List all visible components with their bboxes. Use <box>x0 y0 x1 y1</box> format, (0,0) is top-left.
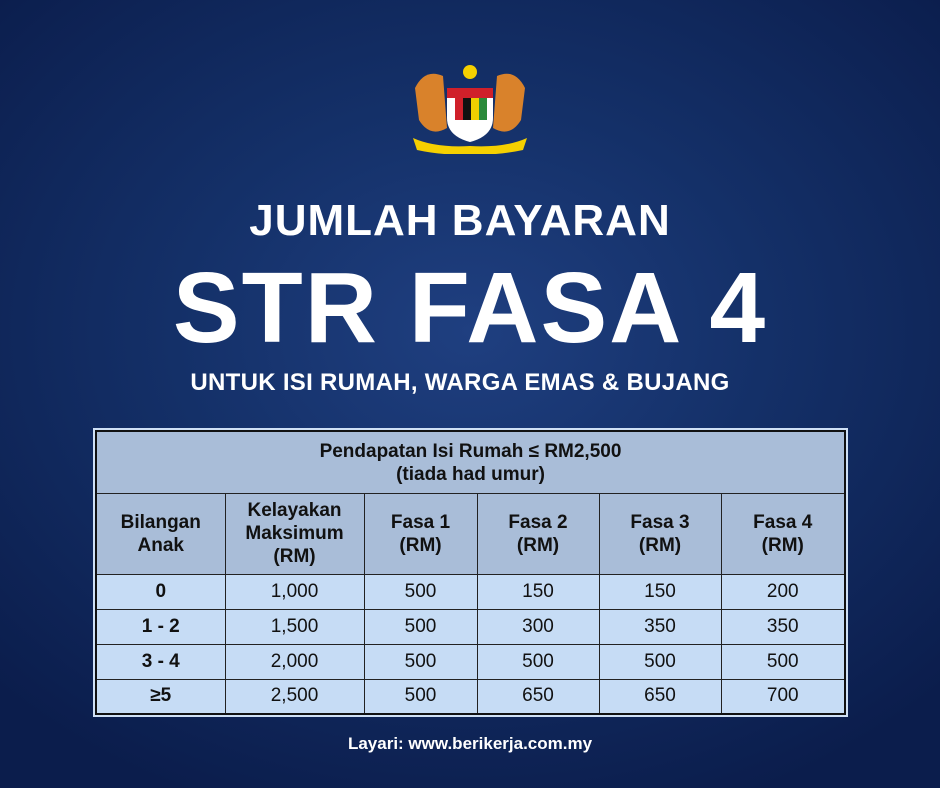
table-row: ≥5 2,500 500 650 650 700 <box>95 678 846 715</box>
table-cell: 300 <box>476 608 600 645</box>
header-text: (RM) <box>273 546 316 567</box>
table-cell: 350 <box>598 608 722 645</box>
table-cell: 650 <box>598 678 722 715</box>
coat-of-arms-logo <box>413 65 527 154</box>
header-fasa-2: Fasa 2 (RM) <box>476 492 600 575</box>
header-text: (RM) <box>638 534 682 556</box>
header-text: Maksimum <box>245 523 344 544</box>
table-caption: Pendapatan Isi Rumah ≤ RM2,500 (tiada ha… <box>95 430 846 494</box>
table-cell: 2,500 <box>224 678 365 715</box>
table-cell: 200 <box>720 573 846 610</box>
header-text: (RM) <box>399 534 442 556</box>
table-cell: 1 - 2 <box>95 608 226 645</box>
table-row: 3 - 4 2,000 500 500 500 500 <box>95 643 846 680</box>
table-cell: 650 <box>476 678 600 715</box>
header-text: Anak <box>137 534 184 556</box>
table-cell: 500 <box>598 643 722 680</box>
table-cell: 700 <box>720 678 846 715</box>
header-text: (RM) <box>516 534 560 556</box>
table-cell: ≥5 <box>95 678 226 715</box>
header-bilangan-anak: Bilangan Anak <box>95 492 226 575</box>
title-line-1: JUMLAH BAYARAN <box>249 196 671 245</box>
header-kelayakan: Kelayakan Maksimum (RM) <box>224 492 365 575</box>
header-text: Kelayakan <box>247 500 342 521</box>
title-main: STR FASA 4 <box>172 252 768 364</box>
header-fasa-1: Fasa 1 (RM) <box>363 492 478 575</box>
header-text: Fasa 1 <box>390 511 451 533</box>
payment-table: Pendapatan Isi Rumah ≤ RM2,500 (tiada ha… <box>93 428 848 717</box>
header-fasa-3: Fasa 3 (RM) <box>598 492 722 575</box>
footer-link[interactable]: Layari: www.berikerja.com.my <box>347 734 593 753</box>
caption-line-1: Pendapatan Isi Rumah ≤ RM2,500 <box>319 441 622 463</box>
table-cell: 500 <box>720 643 846 680</box>
header-text: (RM) <box>761 534 804 556</box>
table-cell: 500 <box>363 643 478 680</box>
table-cell: 500 <box>363 573 478 610</box>
header-text: Fasa 4 <box>753 511 813 533</box>
column-headers: Bilangan Anak Kelayakan Maksimum (RM) Fasa … <box>95 492 846 575</box>
table-cell: 500 <box>476 643 600 680</box>
header-text: Fasa 3 <box>630 511 690 533</box>
table-cell: 500 <box>363 608 478 645</box>
table-row: 0 1,000 500 150 150 200 <box>95 573 846 610</box>
subtitle: UNTUK ISI RUMAH, WARGA EMAS & BUJANG <box>190 369 730 396</box>
table-cell: 150 <box>598 573 722 610</box>
header-text: Bilangan <box>120 511 201 533</box>
table-cell: 350 <box>720 608 846 645</box>
table-cell: 500 <box>363 678 478 715</box>
table-row: 1 - 2 1,500 500 300 350 350 <box>95 608 846 645</box>
table-cell: 2,000 <box>224 643 365 680</box>
table-cell: 150 <box>476 573 600 610</box>
table-cell: 3 - 4 <box>95 643 226 680</box>
header-text: Fasa 2 <box>508 511 568 533</box>
table-cell: 1,000 <box>224 573 365 610</box>
header-fasa-4: Fasa 4 (RM) <box>720 492 846 575</box>
caption-line-2: (tiada had umur) <box>396 464 545 486</box>
table-cell: 0 <box>95 573 226 610</box>
table-cell: 1,500 <box>224 608 365 645</box>
